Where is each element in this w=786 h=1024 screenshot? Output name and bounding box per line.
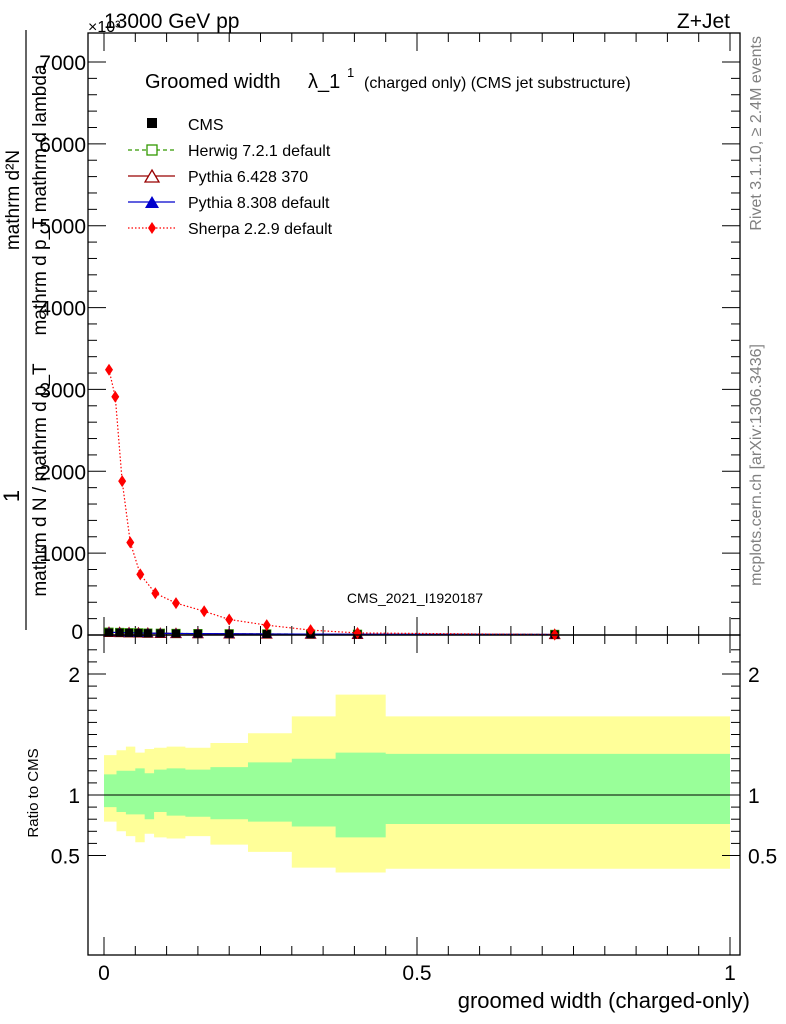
rivet-label: Rivet 3.1.10, ≥ 2.4M events [748,36,765,231]
legend-marker-herwig [146,144,158,156]
point-cms [143,629,152,638]
legend-marker-cms [147,118,157,128]
point-sherpa [353,626,362,639]
ratio-y-axis-title: Ratio to CMS [25,748,42,837]
ratio-y-tick-label-left: 2 [68,664,80,687]
main-y-tick-label: 4000 [39,298,86,321]
point-sherpa [151,587,160,600]
main-y-tick-label: 0 [71,621,83,644]
legend-marker-pythia8 [145,196,159,208]
ratio-y-tick-label-left: 1 [68,785,80,808]
y-title-one: 1 [0,490,24,502]
mcplots-label: mcplots.cern.ch [arXiv:1306.3436] [748,344,765,586]
series-line-sherpa [108,369,555,636]
x-tick-label: 0.5 [402,962,431,985]
point-cms [262,630,271,639]
y-multiplier: ×10³ [88,19,121,36]
point-sherpa [306,624,315,637]
legend-label-pythia6: Pythia 6.428 370 [188,169,308,186]
legend-title: Groomed width λ_1 1 (charged only) (CMS … [145,65,631,93]
legend-title-lambda: λ_1 [308,71,340,93]
point-cms [171,629,180,638]
legend-title-main: Groomed width [145,71,281,93]
ratio-y-tick-label-right: 1 [748,785,760,808]
point-cms [225,629,234,638]
legend-entry-sherpa: Sherpa 2.2.9 default [128,221,333,238]
legend-label-herwig: Herwig 7.2.1 default [188,143,331,160]
process-label: Z+Jet [677,10,730,33]
main-y-tick-label: 3000 [39,379,86,402]
point-sherpa [171,597,180,610]
point-sherpa [262,619,271,632]
y-title-denominator-a: mathrm d p_T mathrm d lambda [30,64,51,335]
ratio-y-tick-label-right: 2 [748,664,760,687]
legend-title-sup: 1 [347,65,354,80]
point-sherpa [118,475,127,488]
y-title-numerator: mathrm d²N [3,150,24,250]
legend-label-cms: CMS [188,117,224,134]
point-cms [115,628,124,637]
ratio-y-tick-label-left: 0.5 [51,846,80,869]
x-axis-title: groomed width (charged-only) [458,988,750,1013]
main-y-axis-title: 1 mathrm d²N mathrm d p_T mathrm d lambd… [0,30,51,630]
main-plot-area: 0 1000 2000 3000 4000 5000 6000 7000 [39,32,741,644]
legend-label-pythia8: Pythia 8.308 default [188,195,330,212]
main-y-tick-label: 1000 [39,543,86,566]
main-y-tick-label: 2000 [39,461,86,484]
x-tick-label: 1 [724,962,736,985]
main-frame [87,32,741,636]
x-tick-label: 0 [98,962,110,985]
legend-label-sherpa: Sherpa 2.2.9 default [188,221,333,238]
point-sherpa [136,568,145,581]
point-sherpa [126,536,135,549]
point-sherpa [105,363,114,376]
main-y-tick-label: 7000 [39,52,86,75]
point-cms [156,629,165,638]
legend-title-tail: (charged only) (CMS jet substructure) [364,75,631,92]
ratio-plot-area: 0 0.5 1 0.5 0.5 1 1 2 2 [51,634,777,985]
analysis-watermark: CMS_2021_I1920187 [347,590,483,606]
legend-entry-herwig: Herwig 7.2.1 default [128,143,331,160]
legend-entry-pythia6: Pythia 6.428 370 [128,168,308,186]
point-cms [105,628,114,637]
legend-entry-cms: CMS [147,117,224,134]
point-cms [193,629,202,638]
point-cms [125,628,134,637]
y-title-denominator-b: mathrm d N / mathrm d p_T [30,363,51,597]
legend-marker-sherpa [148,222,156,234]
legend-marker-pythia6 [143,168,161,183]
point-sherpa [111,390,120,403]
point-sherpa [200,605,209,618]
point-cms [134,629,143,638]
legend-entry-pythia8: Pythia 8.308 default [128,195,330,212]
main-y-tick-label: 6000 [39,134,86,157]
point-sherpa [225,613,234,626]
main-y-tick-label: 5000 [39,216,86,239]
legend: CMS Herwig 7.2.1 default Pythia 6.428 37… [128,117,333,238]
ratio-y-tick-label-right: 0.5 [748,846,777,869]
energy-label: 13000 GeV pp [104,10,239,33]
